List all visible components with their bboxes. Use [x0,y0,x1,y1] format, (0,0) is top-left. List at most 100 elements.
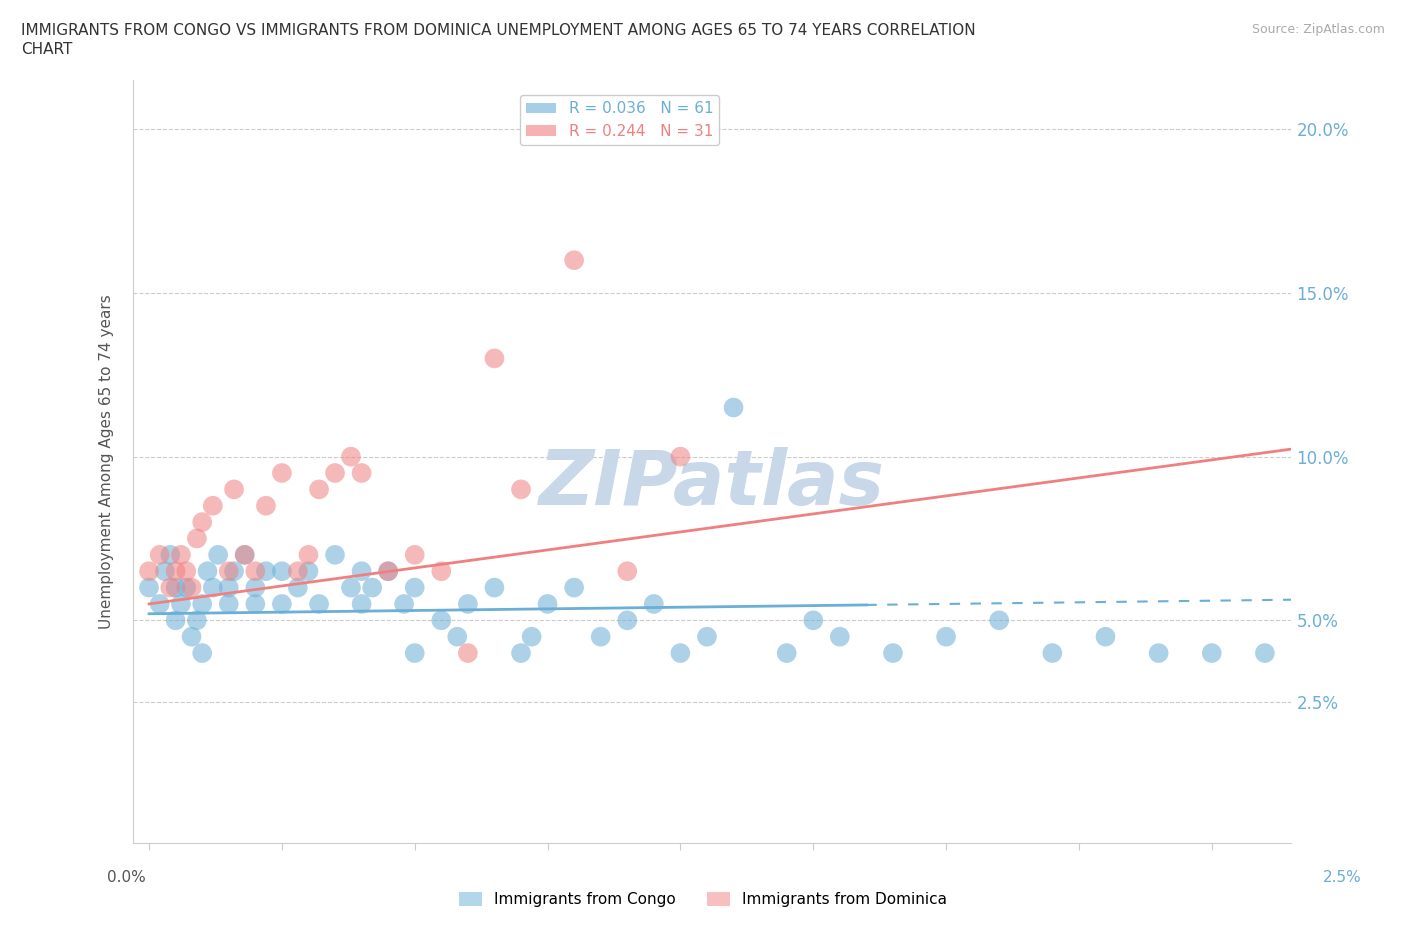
Point [233,548,256,563]
Point [270,564,292,578]
Point [207,548,229,563]
Point [308,482,330,497]
Text: 0.0%: 0.0% [107,870,146,884]
Point [562,580,585,595]
Point [562,253,585,268]
Point [153,564,176,578]
Point [882,645,904,660]
Point [616,613,638,628]
Point [170,596,193,611]
Point [430,564,453,578]
Point [643,596,665,611]
Point [669,449,692,464]
Point [218,596,240,611]
Text: CHART: CHART [21,42,73,57]
Point [776,645,799,660]
Point [404,548,426,563]
Point [270,596,292,611]
Point [287,564,309,578]
Point [287,580,309,595]
Point [191,514,214,529]
Point [180,580,202,595]
Point [457,596,479,611]
Point [191,596,214,611]
Point [159,580,181,595]
Point [159,548,181,563]
Point [340,449,363,464]
Point [254,564,277,578]
Point [222,564,245,578]
Point [186,613,208,628]
Point [484,351,506,365]
Point [446,630,468,644]
Point [297,564,319,578]
Point [174,580,197,595]
Point [245,580,267,595]
Point [377,564,399,578]
Point [801,613,824,628]
Legend: R = 0.036   N = 61, R = 0.244   N = 31: R = 0.036 N = 61, R = 0.244 N = 31 [520,96,720,145]
Point [233,548,256,563]
Text: Source: ZipAtlas.com: Source: ZipAtlas.com [1251,23,1385,36]
Point [201,498,224,513]
Point [254,498,277,513]
Point [165,564,187,578]
Text: IMMIGRANTS FROM CONGO VS IMMIGRANTS FROM DOMINICA UNEMPLOYMENT AMONG AGES 65 TO : IMMIGRANTS FROM CONGO VS IMMIGRANTS FROM… [21,23,976,38]
Point [1147,645,1170,660]
Text: ZIPatlas: ZIPatlas [540,447,886,522]
Point [191,645,214,660]
Point [245,596,267,611]
Point [510,482,533,497]
Point [589,630,612,644]
Point [174,564,197,578]
Point [377,564,399,578]
Point [696,630,718,644]
Point [361,580,384,595]
Point [484,580,506,595]
Point [536,596,558,611]
Point [270,466,292,481]
Point [323,466,346,481]
Point [1094,630,1116,644]
Point [828,630,851,644]
Point [323,548,346,563]
Point [180,630,202,644]
Y-axis label: Unemployment Among Ages 65 to 74 years: Unemployment Among Ages 65 to 74 years [100,294,114,629]
Point [510,645,533,660]
Point [669,645,692,660]
Point [935,630,957,644]
Point [165,613,187,628]
Point [170,548,193,563]
Point [201,580,224,595]
Point [149,548,172,563]
Point [723,400,745,415]
Point [1201,645,1223,660]
Point [404,645,426,660]
Point [222,482,245,497]
Point [186,531,208,546]
Point [138,580,160,595]
Legend: Immigrants from Congo, Immigrants from Dominica: Immigrants from Congo, Immigrants from D… [453,885,953,913]
Point [520,630,543,644]
Point [430,613,453,628]
Point [138,564,160,578]
Point [297,548,319,563]
Point [1254,645,1277,660]
Point [404,580,426,595]
Point [616,564,638,578]
Point [350,596,373,611]
Point [988,613,1011,628]
Point [245,564,267,578]
Point [340,580,363,595]
Point [308,596,330,611]
Point [392,596,415,611]
Point [457,645,479,660]
Text: 2.5%: 2.5% [1323,870,1362,884]
Point [350,466,373,481]
Point [149,596,172,611]
Point [165,580,187,595]
Point [218,580,240,595]
Point [350,564,373,578]
Point [218,564,240,578]
Point [1040,645,1063,660]
